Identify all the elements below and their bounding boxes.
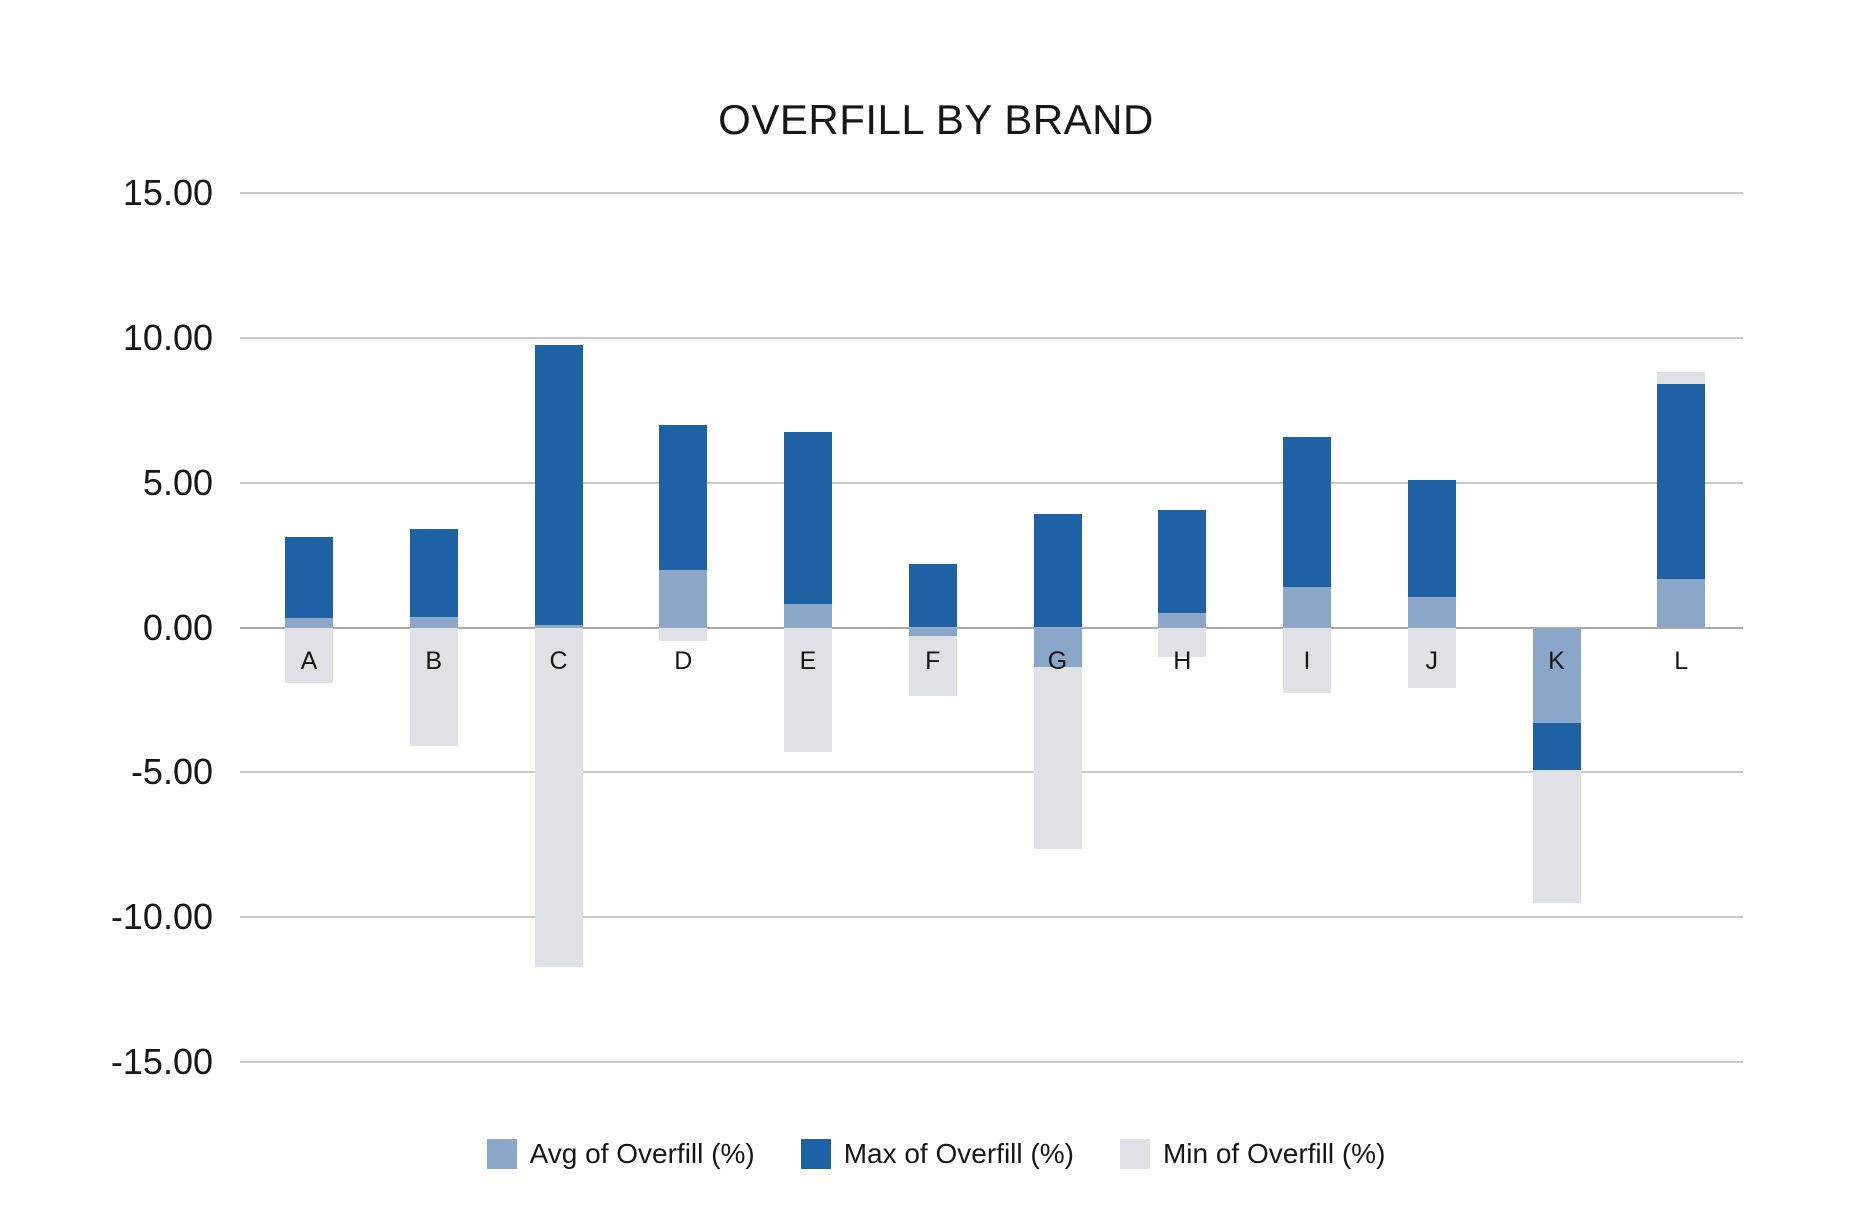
- bar-segment-min[interactable]: [534, 627, 583, 967]
- bar-segment-max[interactable]: [1532, 723, 1581, 770]
- bar-segment-avg[interactable]: [1033, 627, 1082, 668]
- category-label: K: [1548, 646, 1565, 675]
- legend-swatch-max: [800, 1139, 831, 1169]
- legend-swatch-avg: [486, 1139, 517, 1169]
- bar-segment-min[interactable]: [908, 636, 957, 696]
- bar-segment-max[interactable]: [1158, 510, 1207, 614]
- y-axis-tick-label: 15.00: [122, 172, 213, 213]
- bar-segment-min[interactable]: [659, 627, 708, 641]
- gridline: [240, 771, 1743, 774]
- category-label: J: [1425, 646, 1439, 675]
- gridline: [240, 481, 1743, 484]
- y-axis-tick-label: -15.00: [110, 1041, 213, 1082]
- category-label: I: [1303, 646, 1311, 675]
- bar-segment-max[interactable]: [1283, 436, 1331, 587]
- bar-segment-min[interactable]: [1407, 627, 1456, 689]
- bar-segment-avg[interactable]: [1407, 596, 1456, 628]
- bar-segment-avg[interactable]: [784, 604, 832, 628]
- y-axis-tick-label: 5.00: [142, 461, 213, 503]
- gridline: [240, 916, 1743, 919]
- bar-segment-avg[interactable]: [409, 617, 458, 628]
- legend-item-max[interactable]: Max of Overfill (%): [800, 1138, 1074, 1170]
- bar-segment-max[interactable]: [285, 536, 333, 618]
- zero-gridline: [240, 626, 1743, 629]
- legend-item-min[interactable]: Min of Overfill (%): [1119, 1138, 1386, 1170]
- bar-segment-max[interactable]: [409, 528, 458, 618]
- bar-segment-avg[interactable]: [908, 627, 957, 637]
- category-label: B: [425, 646, 443, 675]
- bar-segment-min[interactable]: [285, 627, 333, 683]
- bar-segment-max[interactable]: [908, 563, 957, 628]
- bar-segment-max[interactable]: [1407, 479, 1456, 597]
- gridline: [240, 192, 1743, 194]
- category-label: G: [1047, 646, 1068, 675]
- bar-segment-min[interactable]: [1158, 627, 1207, 658]
- category-label: F: [925, 646, 941, 675]
- legend-label: Min of Overfill (%): [1162, 1138, 1386, 1169]
- bar-segment-min[interactable]: [1283, 627, 1331, 694]
- bar-segment-max[interactable]: [1657, 383, 1706, 579]
- bar-segment-max[interactable]: [534, 344, 583, 625]
- bar-segment-avg[interactable]: [1657, 578, 1706, 628]
- legend-label: Max of Overfill (%): [843, 1138, 1074, 1169]
- category-label: H: [1173, 646, 1192, 675]
- y-axis-tick-label: 0.00: [142, 606, 213, 648]
- legend-label: Avg of Overfill (%): [529, 1138, 755, 1169]
- bar-segment-min[interactable]: [1033, 667, 1082, 849]
- bar-segment-min[interactable]: [784, 627, 832, 753]
- y-axis-tick-label: -10.00: [110, 896, 213, 938]
- category-label: A: [300, 646, 318, 675]
- bar-segment-max[interactable]: [1033, 513, 1082, 628]
- y-axis-tick-label: -5.00: [130, 751, 213, 793]
- legend-swatch-min: [1119, 1139, 1150, 1169]
- bar-segment-avg[interactable]: [1283, 586, 1331, 628]
- bar-segment-min[interactable]: [409, 627, 458, 746]
- bar-segment-avg[interactable]: [1158, 613, 1207, 628]
- category-label: E: [799, 646, 817, 675]
- bar-segment-max[interactable]: [784, 432, 832, 605]
- legend-item-avg[interactable]: Avg of Overfill (%): [486, 1138, 755, 1170]
- gridline: [240, 1061, 1743, 1063]
- bar-segment-avg[interactable]: [659, 569, 708, 628]
- bar-segment-max[interactable]: [659, 424, 708, 570]
- y-axis-tick-label: 10.00: [122, 316, 213, 358]
- legend: Avg of Overfill (%) Max of Overfill (%) Mi…: [0, 1138, 1872, 1170]
- category-label: C: [549, 646, 568, 675]
- bar-segment-avg[interactable]: [285, 617, 333, 628]
- chart-title: OVERFILL BY BRAND: [718, 96, 1154, 143]
- bar-segment-avg[interactable]: [534, 624, 583, 628]
- bar-segment-min[interactable]: [1657, 372, 1706, 384]
- category-label: L: [1674, 646, 1689, 675]
- bar-segment-avg[interactable]: [1532, 627, 1581, 724]
- bar-segment-min[interactable]: [1532, 770, 1581, 903]
- category-label: D: [674, 646, 693, 675]
- gridline: [240, 336, 1743, 339]
